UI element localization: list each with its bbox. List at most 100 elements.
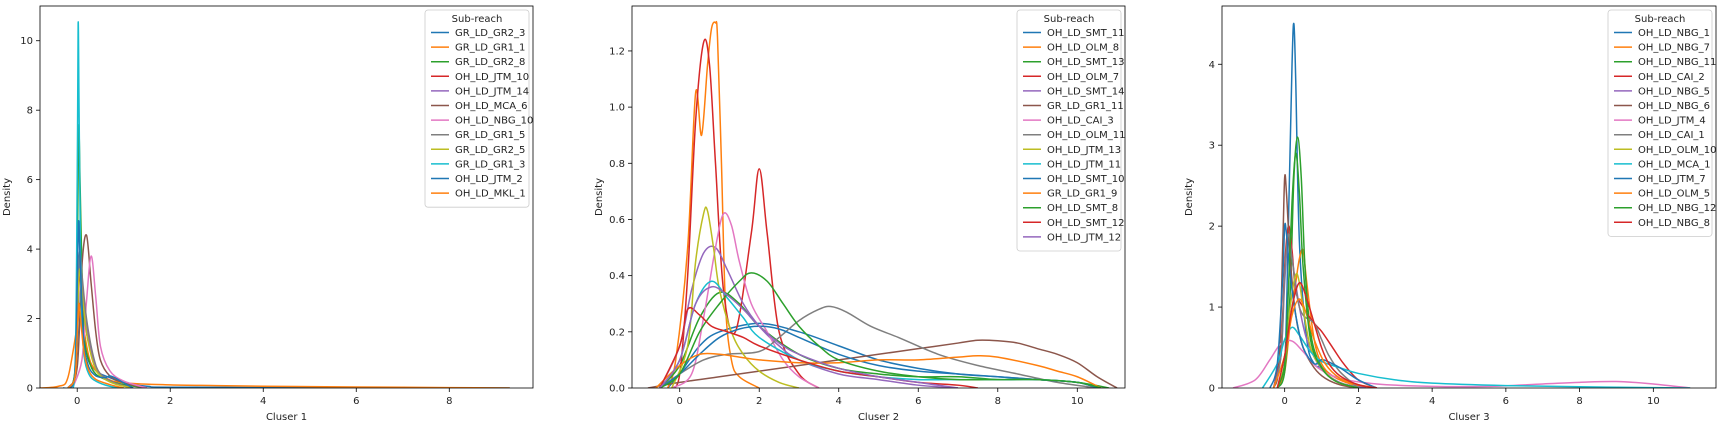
legend-entry: GR_LD_GR2_3 [455,28,525,39]
x-tick-label: 6 [915,396,921,407]
y-tick-label: 0.0 [609,384,625,395]
plot-frame [1221,5,1717,389]
y-tick-label: 4 [27,245,33,256]
legend-entry: OH_LD_OLM_10 [1638,145,1716,156]
series-line-3 [659,291,1110,388]
plot-frame [39,5,534,389]
series-line-7 [1232,339,1691,388]
series-line-6 [647,339,1118,388]
legend-entry: OH_LD_MCA_6 [455,101,527,112]
legend-entry: OH_LD_JTM_2 [455,174,523,185]
legend-box [1607,9,1713,237]
legend-entry: GR_LD_GR1_9 [1047,189,1117,200]
legend-box [424,9,530,208]
x-tick-label: 2 [1355,396,1361,407]
y-tick-label: 0.2 [609,327,625,338]
legend-entry: OH_LD_SMT_12 [1047,218,1124,229]
series-line-10 [67,21,124,388]
series-lines [647,20,1118,388]
series-line-12 [655,352,1102,388]
y-tick-label: 0 [1209,384,1215,395]
legend-entry: OH_LD_MKL_1 [455,189,526,200]
x-axis-label: Cluser 1 [266,412,307,423]
y-tick-label: 10 [20,36,33,47]
series-line-11 [67,220,134,388]
series-line-8 [1272,233,1359,388]
x-tick-label: 0 [74,396,80,407]
legend-entry: GR_LD_GR2_8 [455,57,525,68]
legend-entry: OH_LD_SMT_14 [1047,86,1124,97]
y-tick-label: 2 [1209,222,1215,233]
legend-entry: OH_LD_OLM_7 [1047,72,1119,83]
x-tick-label: 8 [446,396,452,407]
legend-entry: OH_LD_CAI_1 [1638,130,1705,141]
chart-panel-1: 0 2 4 6 8 0 2 4 6 8 10 Cluser 1 Density Sub-reach GR_L… [2,5,534,423]
chart-panel-2: 0 2 4 6 8 10 0.0 0.2 0.4 0.6 0.8 1.0 1.2 Cluser 2 Dens… [594,5,1126,423]
legend-entry: OH_LD_NBG_8 [1638,218,1710,229]
y-tick-label: 3 [1209,141,1215,152]
legend-entry: OH_LD_JTM_10 [455,72,529,83]
plot-frame [631,5,1126,389]
series-line-5 [659,245,959,388]
y-tick-label: 0 [27,384,33,395]
legend-title: Sub-reach [1044,14,1095,25]
series-lines [1232,22,1691,388]
legend: Sub-reach GR_LD_GR2_3 GR_LD_GR1_1 GR_LD_GR2… [424,9,533,208]
legend-entry: GR_LD_GR1_11 [1047,101,1124,112]
legend-entry: OH_LD_CAI_2 [1638,72,1705,83]
x-tick-label: 2 [756,396,762,407]
y-axis-label: Density [594,178,605,216]
series-line-7 [671,212,820,388]
y-tick-label: 2 [27,314,33,325]
series-line-13 [1276,152,1359,388]
legend-entry: GR_LD_GR1_5 [455,130,525,141]
legend-entry: OH_LD_NBG_7 [1638,43,1710,54]
x-tick-label: 4 [1429,396,1435,407]
series-line-11 [1269,222,1378,388]
x-tick-label: 4 [836,396,842,407]
legend-entry: OH_LD_SMT_11 [1047,28,1124,39]
legend-entry: OH_LD_NBG_6 [1638,101,1710,112]
y-tick-label: 0.4 [609,271,625,282]
legend-entry: OH_LD_OLM_11 [1047,130,1125,141]
y-tick-label: 1.0 [609,103,625,114]
x-tick-label: 2 [167,396,173,407]
legend-entry: OH_LD_NBG_1 [1638,28,1710,39]
y-tick-label: 0.8 [609,159,625,170]
y-axis-label: Density [2,178,13,216]
x-tick-label: 6 [353,396,359,407]
legend-entry: OH_LD_JTM_13 [1047,145,1121,156]
x-axis-label: Cluser 2 [858,412,899,423]
legend-entry: OH_LD_SMT_8 [1047,203,1118,214]
legend-entry: OH_LD_JTM_14 [455,86,529,97]
series-line-8 [659,305,1098,388]
legend-entry: OH_LD_CAI_3 [1047,116,1114,127]
legend-entry: OH_LD_SMT_13 [1047,57,1124,68]
legend-entry: GR_LD_GR1_1 [455,43,525,54]
legend-title: Sub-reach [1635,14,1686,25]
legend-entry: OH_LD_NBG_5 [1638,86,1710,97]
x-axis-label: Cluser 3 [1448,412,1489,423]
series-line-12 [67,302,124,388]
series-line-6 [67,234,148,388]
legend: Sub-reach OH_LD_SMT_11 OH_LD_OLM_8 OH_LD_SM… [1016,9,1125,252]
legend-entry: GR_LD_GR2_5 [455,145,525,156]
legend-entry: OH_LD_NBG_11 [1638,57,1716,68]
x-tick-label: 0 [1281,396,1287,407]
legend-entry: OH_LD_JTM_4 [1638,116,1706,127]
legend-entry: OH_LD_OLM_8 [1047,43,1119,54]
series-line-4 [671,38,820,388]
series-line-9 [671,206,800,388]
series-line-1 [62,254,510,388]
legend-entry: OH_LD_JTM_12 [1047,232,1121,243]
legend-entry: OH_LD_OLM_5 [1638,189,1710,200]
x-tick-label: 4 [260,396,266,407]
series-line-2 [667,20,760,388]
legend-entry: OH_LD_SMT_10 [1047,174,1124,185]
legend-entry: OH_LD_NBG_10 [455,116,533,127]
y-tick-label: 1.2 [609,46,625,57]
y-tick-label: 1 [1209,303,1215,314]
legend-entry: OH_LD_JTM_7 [1638,174,1706,185]
x-tick-label: 0 [677,396,683,407]
x-tick-label: 6 [1503,396,1509,407]
